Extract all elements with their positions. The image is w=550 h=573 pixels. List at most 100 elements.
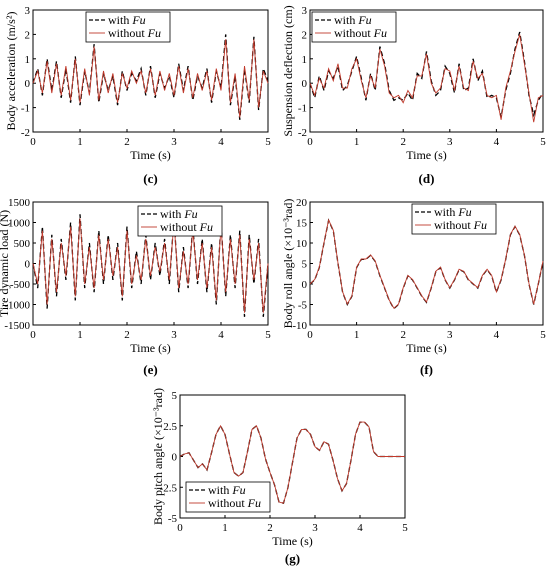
legend-label: with Fu (434, 205, 472, 219)
x-tick-label: 5 (265, 329, 271, 341)
y-tick-label: -10 (292, 320, 307, 332)
x-tick-label: 2 (400, 329, 406, 341)
x-tick-label: 4 (494, 136, 500, 148)
x-tick-label: 1 (77, 329, 83, 341)
legend-label: with Fu (334, 13, 372, 27)
y-tick-label: 5 (172, 390, 178, 402)
legend-label: with Fu (160, 207, 198, 221)
y-tick-label: 3 (302, 5, 308, 17)
panel-caption: (f) (420, 362, 433, 377)
y-tick-label: 5 (302, 259, 308, 271)
x-tick-label: 5 (540, 136, 546, 148)
x-tick-label: 3 (171, 136, 177, 148)
panel-caption: (d) (419, 171, 435, 186)
x-tick-label: 4 (218, 136, 224, 148)
x-axis-label: Time (s) (130, 341, 171, 355)
y-axis-label: Tire dynamic load (N) (0, 210, 11, 317)
x-tick-label: 3 (312, 522, 318, 534)
y-tick-label: -500 (10, 279, 31, 291)
x-axis-label: Time (s) (272, 534, 313, 548)
x-tick-label: 0 (30, 136, 36, 148)
legend-box (411, 203, 497, 235)
y-tick-label: 15 (296, 218, 308, 230)
x-tick-label: 3 (171, 329, 177, 341)
x-tick-label: 0 (307, 136, 313, 148)
x-tick-label: 1 (354, 136, 360, 148)
x-tick-label: 4 (357, 522, 363, 534)
y-tick-label: -1 (21, 103, 30, 115)
y-axis-label: Body roll angle (×10⁻³rad) (281, 199, 295, 329)
legend-label: with Fu (208, 483, 246, 497)
y-tick-label: 2 (302, 29, 308, 41)
y-tick-label: 2.5 (163, 421, 177, 433)
x-tick-label: 1 (77, 136, 83, 148)
legend-label: without Fu (434, 218, 487, 232)
legend-label: without Fu (334, 26, 387, 40)
y-tick-label: 0 (25, 78, 31, 90)
y-tick-label: 2 (25, 29, 31, 41)
x-tick-label: 2 (400, 136, 406, 148)
x-tick-label: 1 (354, 329, 360, 341)
legend-box (137, 205, 223, 237)
x-tick-label: 3 (447, 329, 453, 341)
x-tick-label: 1 (222, 522, 228, 534)
x-tick-label: 2 (267, 522, 273, 534)
y-tick-label: -2.5 (160, 482, 178, 494)
x-tick-label: 0 (177, 522, 183, 534)
chart-g: 0 1 2 3 4 5 -5 -2.5 0 2.5 5 Time (s) Body pitch angl… (151, 388, 408, 566)
x-tick-label: 0 (307, 329, 313, 341)
x-tick-label: 2 (124, 136, 130, 148)
y-tick-label: 1 (302, 54, 308, 66)
y-tick-label: 1500 (8, 197, 31, 209)
y-axis-label: Body acceleration (m/s²) (4, 12, 18, 131)
series-line-without-fu (32, 39, 269, 118)
y-tick-label: 3 (25, 5, 31, 17)
y-tick-label: -2 (21, 127, 30, 139)
y-tick-label: 0 (302, 78, 308, 90)
legend-box (85, 11, 171, 43)
chart-e: 0 1 2 3 4 5 -1500 -1000 -500 0 500 1000 1500 Time (s)… (0, 197, 271, 377)
y-axis-label: Suspension deflection (cm) (281, 5, 295, 136)
x-axis-label: Time (s) (406, 341, 447, 355)
x-tick-label: 0 (30, 329, 36, 341)
x-tick-label: 5 (265, 136, 271, 148)
legend-label: without Fu (208, 496, 261, 510)
series-line-without-fu (32, 218, 269, 313)
x-axis-label: Time (s) (130, 148, 171, 162)
y-tick-label: -2 (298, 127, 307, 139)
series-line-without-fu (179, 421, 405, 504)
y-tick-label: 1000 (8, 218, 31, 230)
y-tick-label: 0 (172, 452, 178, 464)
y-tick-label: 10 (296, 238, 308, 250)
y-tick-label: -1000 (4, 300, 30, 312)
y-tick-label: 0 (302, 279, 308, 291)
y-tick-label: 0 (25, 259, 31, 271)
y-tick-label: 20 (296, 197, 308, 209)
legend-label: without Fu (108, 26, 161, 40)
series-line-without-fu (309, 34, 544, 123)
panel-caption: (c) (143, 171, 157, 186)
x-tick-label: 4 (494, 329, 500, 341)
y-tick-label: -1500 (4, 320, 30, 332)
legend-box (185, 481, 271, 513)
x-tick-label: 4 (218, 329, 224, 341)
y-axis-label: Body pitch angle (×10⁻³rad) (151, 388, 165, 525)
x-tick-label: 3 (447, 136, 453, 148)
panel-caption: (e) (143, 362, 157, 377)
x-tick-label: 5 (540, 329, 546, 341)
legend-box (311, 11, 397, 43)
series-line-without-fu (309, 218, 544, 309)
y-tick-label: 1 (25, 54, 31, 66)
legend-label: without Fu (160, 220, 213, 234)
chart-f: 0 1 2 3 4 5 -10 -5 0 5 10 15 20 Time (s) Body roll ang… (281, 197, 546, 377)
y-tick-label: 500 (14, 238, 31, 250)
y-tick-label: -1 (298, 103, 307, 115)
x-tick-label: 5 (402, 522, 408, 534)
